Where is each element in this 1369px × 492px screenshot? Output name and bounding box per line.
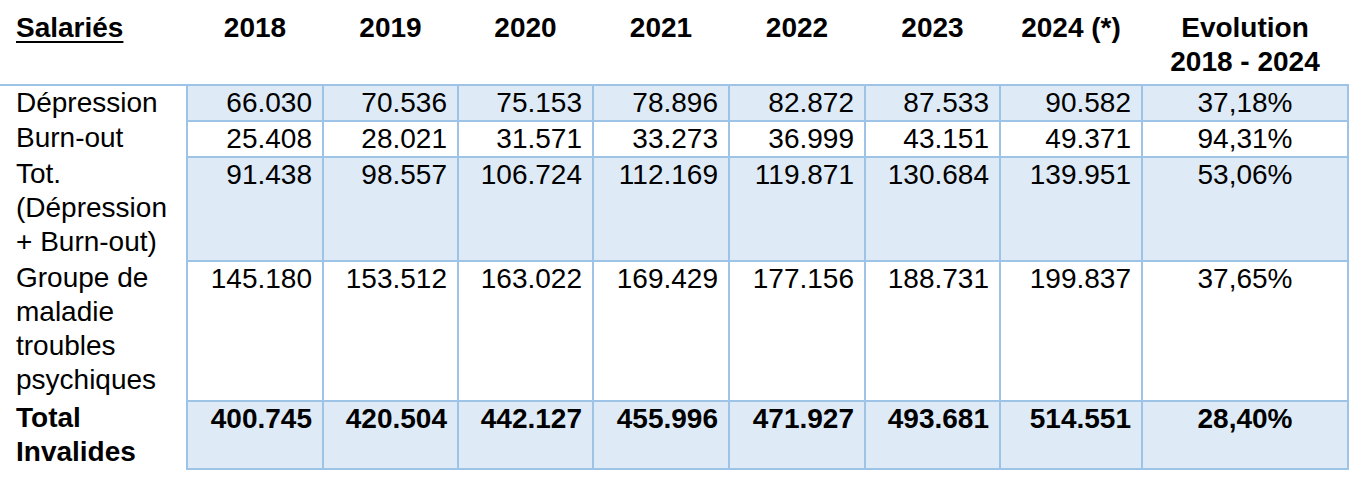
value-cell: 471.927 <box>729 401 865 469</box>
row-label: Burn-out <box>0 121 187 157</box>
value-cell: 106.724 <box>458 157 593 261</box>
corner-header-label: Salariés <box>16 12 123 43</box>
invalidity-statistics-table: Salariés 2018 2019 2020 2021 2022 2023 2… <box>0 0 1349 470</box>
header-year-2018: 2018 <box>187 0 323 85</box>
header-year-2024: 2024 (*) <box>1000 0 1142 85</box>
evolution-cell: 37,65% <box>1142 261 1348 401</box>
value-cell: 66.030 <box>187 85 323 121</box>
value-cell: 36.999 <box>729 121 865 157</box>
value-cell: 98.557 <box>323 157 458 261</box>
value-cell: 177.156 <box>729 261 865 401</box>
value-cell: 400.745 <box>187 401 323 469</box>
value-cell: 199.837 <box>1000 261 1142 401</box>
evolution-cell: 53,06% <box>1142 157 1348 261</box>
value-cell: 49.371 <box>1000 121 1142 157</box>
value-cell: 87.533 <box>865 85 1000 121</box>
header-year-2023: 2023 <box>865 0 1000 85</box>
value-cell: 145.180 <box>187 261 323 401</box>
document-page: Salariés 2018 2019 2020 2021 2022 2023 2… <box>0 0 1369 492</box>
value-cell: 153.512 <box>323 261 458 401</box>
value-cell: 28.021 <box>323 121 458 157</box>
row-label: Tot. (Dépression + Burn-out) <box>0 157 187 261</box>
table-row-total-depression-burnout: Tot. (Dépression + Burn-out) 91.438 98.5… <box>0 157 1348 261</box>
corner-header-salaries: Salariés <box>0 0 187 85</box>
value-cell: 139.951 <box>1000 157 1142 261</box>
value-cell: 163.022 <box>458 261 593 401</box>
header-year-2019: 2019 <box>323 0 458 85</box>
evolution-cell: 28,40% <box>1142 401 1348 469</box>
value-cell: 442.127 <box>458 401 593 469</box>
value-cell: 112.169 <box>593 157 729 261</box>
row-label: Groupe de maladie troubles psychiques <box>0 261 187 401</box>
table-row-groupe-maladie: Groupe de maladie troubles psychiques 14… <box>0 261 1348 401</box>
value-cell: 169.429 <box>593 261 729 401</box>
value-cell: 455.996 <box>593 401 729 469</box>
value-cell: 31.571 <box>458 121 593 157</box>
value-cell: 90.582 <box>1000 85 1142 121</box>
value-cell: 78.896 <box>593 85 729 121</box>
table-body: Dépression 66.030 70.536 75.153 78.896 8… <box>0 85 1348 469</box>
value-cell: 420.504 <box>323 401 458 469</box>
value-cell: 25.408 <box>187 121 323 157</box>
table-row-total-invalides: Total Invalides 400.745 420.504 442.127 … <box>0 401 1348 469</box>
header-evolution-line2: 2018 - 2024 <box>1142 45 1348 79</box>
evolution-cell: 37,18% <box>1142 85 1348 121</box>
value-cell: 493.681 <box>865 401 1000 469</box>
value-cell: 188.731 <box>865 261 1000 401</box>
row-label: Total Invalides <box>0 401 187 469</box>
value-cell: 119.871 <box>729 157 865 261</box>
value-cell: 43.151 <box>865 121 1000 157</box>
header-year-2022: 2022 <box>729 0 865 85</box>
value-cell: 130.684 <box>865 157 1000 261</box>
evolution-cell: 94,31% <box>1142 121 1348 157</box>
value-cell: 514.551 <box>1000 401 1142 469</box>
table-row-burnout: Burn-out 25.408 28.021 31.571 33.273 36.… <box>0 121 1348 157</box>
table-header: Salariés 2018 2019 2020 2021 2022 2023 2… <box>0 0 1348 85</box>
row-label: Dépression <box>0 85 187 121</box>
header-row: Salariés 2018 2019 2020 2021 2022 2023 2… <box>0 0 1348 85</box>
value-cell: 70.536 <box>323 85 458 121</box>
value-cell: 33.273 <box>593 121 729 157</box>
value-cell: 82.872 <box>729 85 865 121</box>
header-year-2020: 2020 <box>458 0 593 85</box>
header-evolution-line1: Evolution <box>1142 11 1348 45</box>
value-cell: 91.438 <box>187 157 323 261</box>
table-row-depression: Dépression 66.030 70.536 75.153 78.896 8… <box>0 85 1348 121</box>
header-year-2021: 2021 <box>593 0 729 85</box>
value-cell: 75.153 <box>458 85 593 121</box>
header-evolution: Evolution 2018 - 2024 <box>1142 0 1348 85</box>
